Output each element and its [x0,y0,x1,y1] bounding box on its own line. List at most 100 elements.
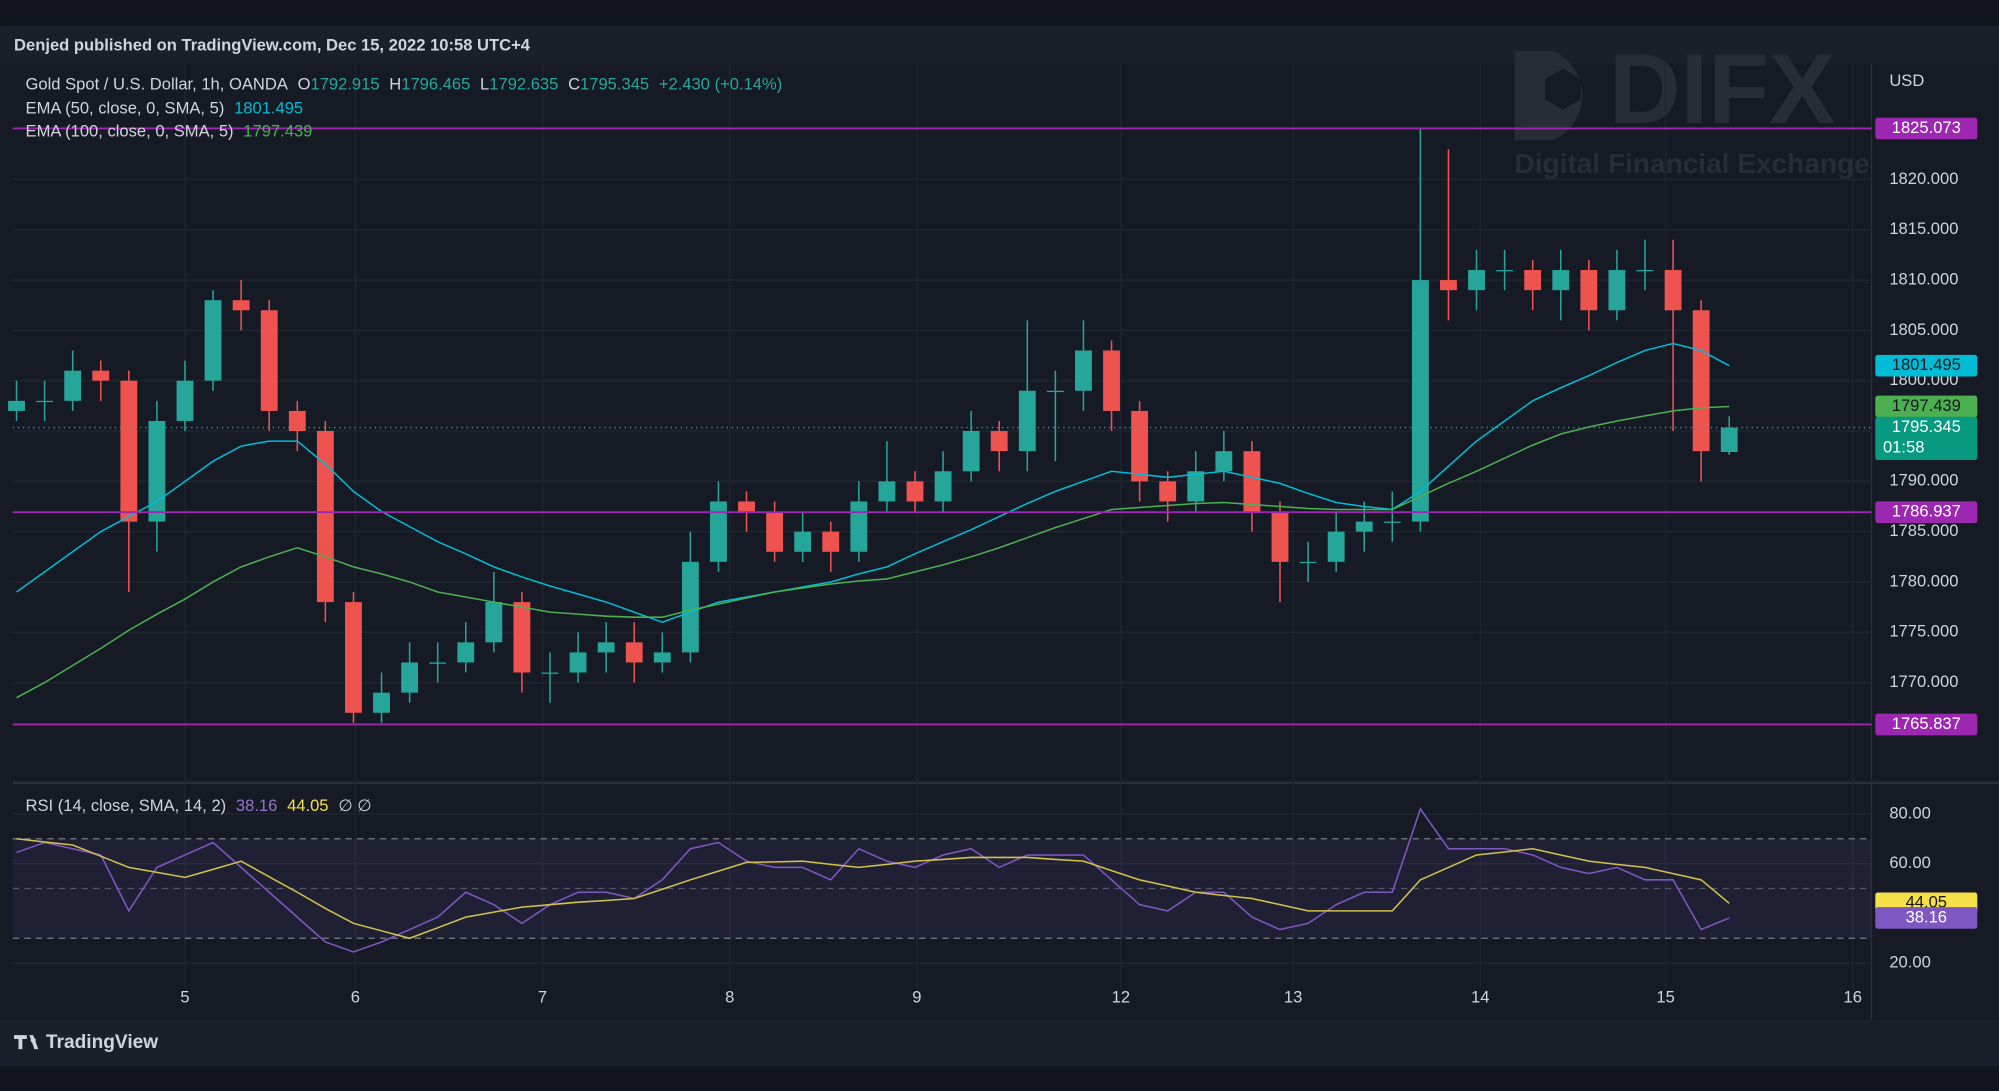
candle-body [232,300,250,311]
candle-body [204,300,222,381]
x-tick-label: 14 [1471,988,1489,1007]
candle-body [457,642,475,663]
candle-body [1383,521,1401,523]
rsi-axis-label: 44.05 [1906,893,1947,912]
candle-body [1580,270,1598,311]
candle-body [878,481,896,502]
candle-body [1131,410,1149,482]
countdown-label: 01:58 [1883,437,1924,456]
legend-value: 1797.439 [243,122,312,141]
candle-body [373,692,390,713]
rsi-legend: RSI (14, close, SMA, 14, 2) 38.16 44.05 … [26,796,372,815]
ema-axis-label: 1797.439 [1892,396,1961,415]
horizontal-line-label: 1825.073 [1892,118,1961,137]
ema-axis-label-box [1875,354,1978,377]
candle-body [485,602,503,643]
ema-line [16,342,1730,624]
y-tick-label: 1780.000 [1889,571,1958,590]
candle-body [429,662,447,664]
x-tick-label: 6 [351,988,360,1007]
candle-body [1524,270,1542,291]
candle-body [1271,511,1289,562]
x-tick-label: 13 [1284,988,1302,1007]
footer-bar [0,1019,1999,1066]
y-tick-label: 1785.000 [1889,521,1958,540]
candle-body [1440,280,1457,291]
candle-body [738,501,755,512]
candle-body [766,511,784,552]
candle-body [316,431,334,603]
ema-axis-label-box [1875,395,1978,418]
candle-body [1215,451,1233,472]
candle-body [1327,531,1345,562]
candle-body [36,400,54,403]
y-tick-label: 1810.000 [1889,269,1958,288]
legend-name: EMA (50, close, 0, SMA, 5) [26,99,225,118]
legend-letter: O [298,75,311,94]
x-tick-label: 7 [538,988,547,1007]
rsi-line [16,838,1730,940]
last-price-label: 1795.345 [1892,417,1961,436]
candle-body [1636,270,1654,272]
y-tick-label: 1820.000 [1889,169,1958,188]
top-strip [0,0,1999,26]
candle-body [1299,561,1317,564]
candle-body [1018,390,1036,452]
candle-body [822,531,840,552]
y-tick-label: 80.00 [1889,803,1930,822]
x-tick-label: 8 [725,988,734,1007]
candle-body [288,410,306,432]
candle-body [710,501,727,562]
bottom-strip [0,1065,1999,1091]
horizontal-line-label: 1765.837 [1892,714,1961,733]
x-tick-label: 5 [180,988,189,1007]
legend-open: 1792.915 [310,75,379,94]
candle-body [1103,350,1120,411]
candle-body [681,561,699,653]
y-tick-label: 1815.000 [1889,219,1958,238]
ema-axis-label: 1801.495 [1892,355,1961,374]
candle-body [1664,270,1682,311]
legend-name: RSI (14, close, SMA, 14, 2) [26,796,227,815]
candle-body [120,380,138,522]
ema-line [16,405,1730,699]
candle-body [64,370,82,401]
horizontal-line-label: 1786.937 [1892,502,1961,521]
axis-labels: 1770.000 1775.000 1780.000 1785.000 1790.000… [180,117,1978,1007]
watermark-logo: DIFX [1609,34,1835,145]
candle-body [990,431,1008,452]
candle-body [1243,451,1261,512]
legend-extra: ∅ ∅ [338,796,371,815]
y-tick-label: 1770.000 [1889,672,1958,691]
candle-body [1355,521,1373,532]
candle-body [345,602,362,713]
y-tick-label: 20.00 [1889,953,1930,972]
candle-body [401,662,419,693]
candle-body [176,380,194,421]
candle-body [1720,427,1738,453]
header-bar [0,25,1999,64]
watermark: DIFX Digital Financial Exchange [1514,34,1870,179]
rsi-line [16,807,1730,953]
legend-letter: C [568,75,580,94]
logo-icon [14,1035,39,1050]
footer-logo: TradingView [14,1032,158,1053]
legend-high: 1796.465 [401,75,470,94]
ema50-legend: EMA (50, close, 0, SMA, 5) 1801.495 [26,99,304,118]
footer-brand: TradingView [46,1032,158,1053]
candle-body [148,420,166,522]
candle-body [1159,481,1177,502]
price-legend: Gold Spot / U.S. Dollar, 1h, OANDA O1792… [26,75,783,94]
x-tick-label: 15 [1656,988,1674,1007]
ema100-legend: EMA (100, close, 0, SMA, 5) 1797.439 [26,122,313,141]
candle-body [1608,270,1626,311]
legend-name: EMA (100, close, 0, SMA, 5) [26,122,234,141]
candle-body [906,481,924,502]
currency-label: USD [1889,71,1924,90]
candle-body [1187,471,1205,502]
candle-body [653,652,671,663]
horizontal-line-label-box [1875,117,1978,140]
legend-letter: H [389,75,401,94]
